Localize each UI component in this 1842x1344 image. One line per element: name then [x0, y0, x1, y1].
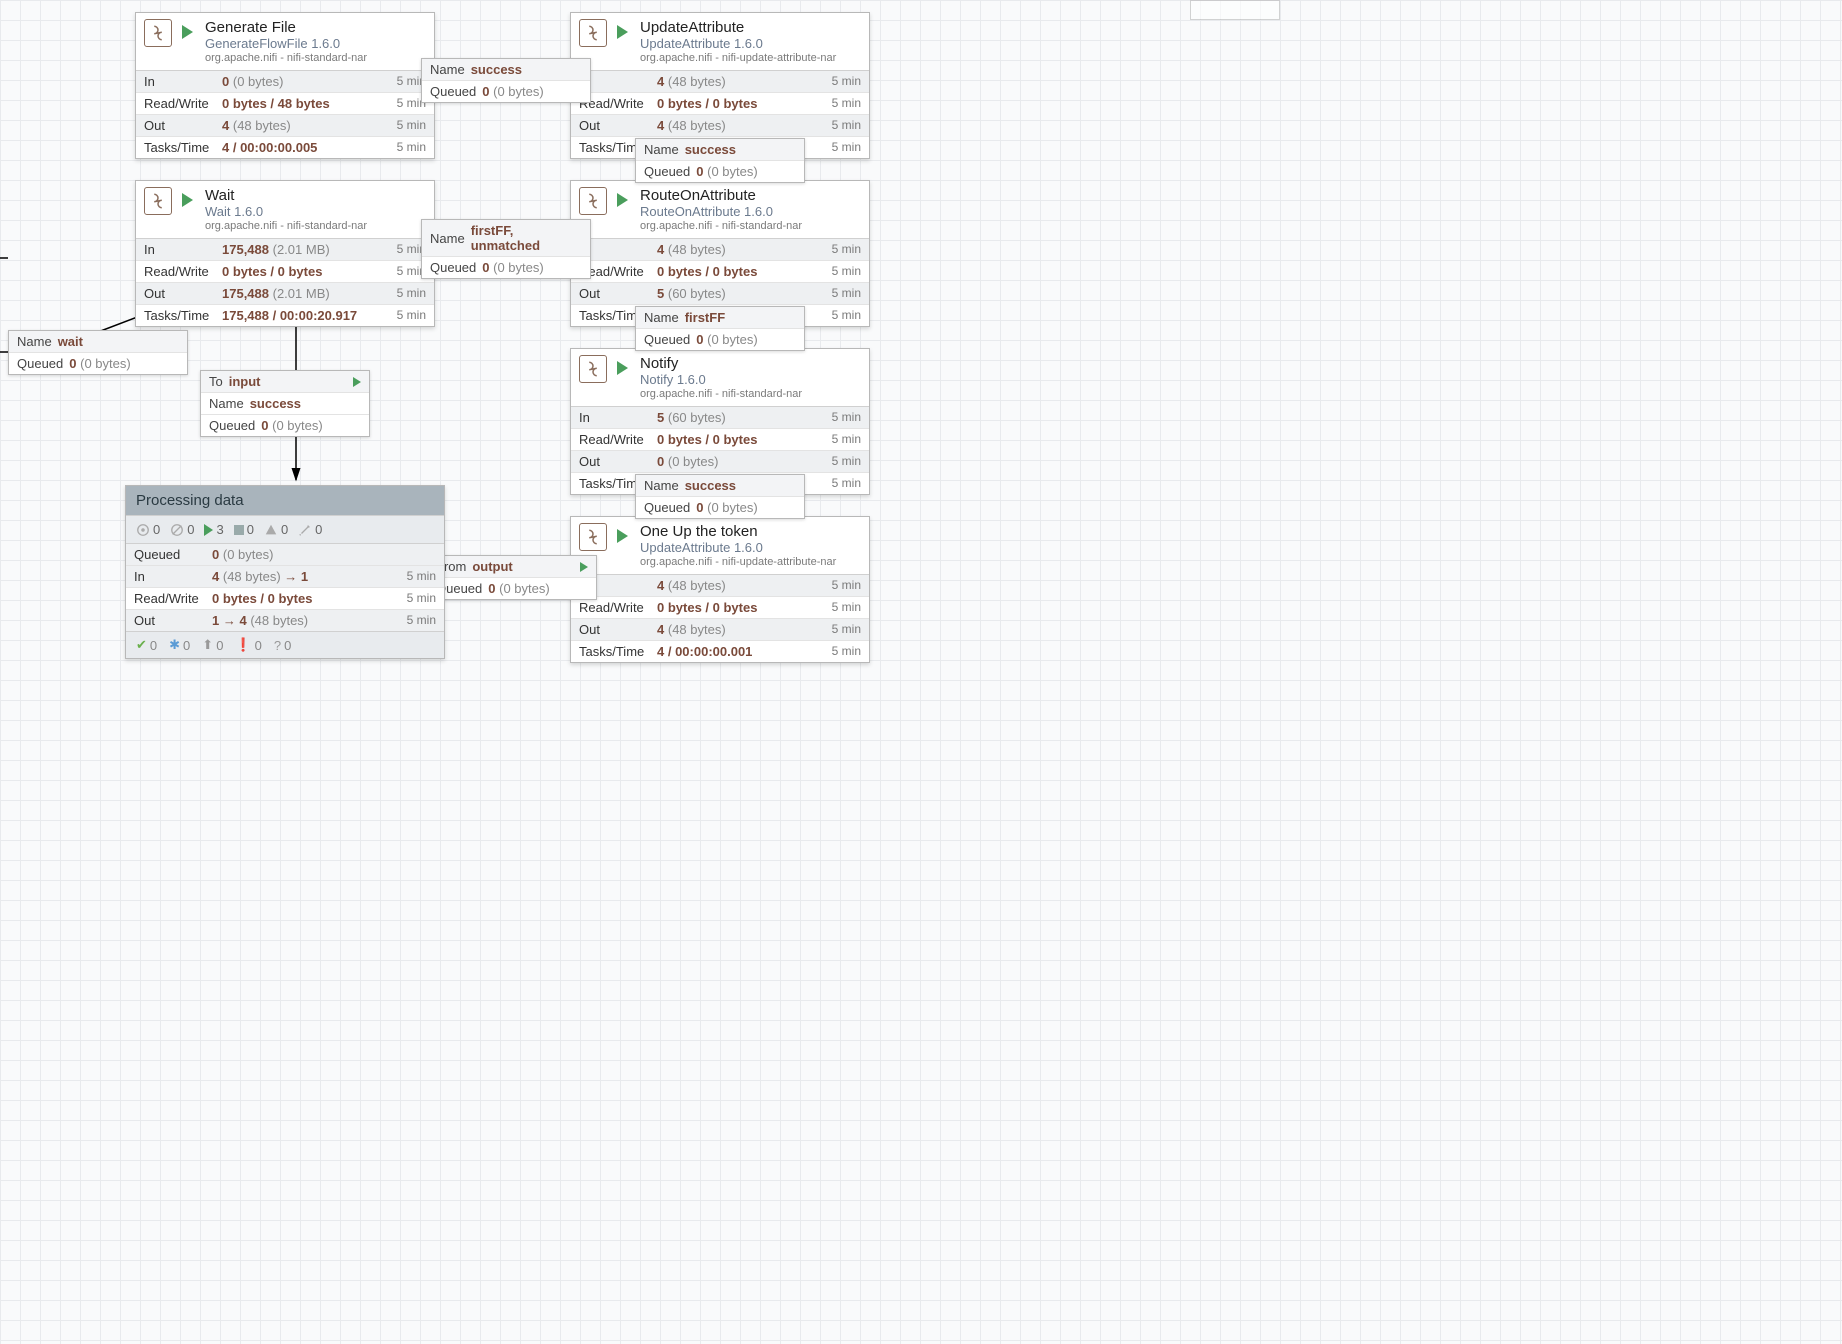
- processor-type: GenerateFlowFile 1.6.0: [205, 36, 426, 51]
- processor-icon: [579, 355, 607, 383]
- stat-rw-label: Read/Write: [144, 96, 222, 111]
- connection-notify-success[interactable]: Namesuccess Queued0 (0 bytes): [635, 474, 805, 519]
- processor-icon: [579, 187, 607, 215]
- invalid-icon: [264, 523, 278, 537]
- stat-out-label: Out: [144, 118, 222, 133]
- stat-in-value: 0: [222, 74, 229, 89]
- running-icon: [204, 524, 213, 536]
- processor-name: One Up the token: [640, 523, 861, 540]
- connection-to-input[interactable]: Toinput Namesuccess Queued0 (0 bytes): [200, 370, 370, 437]
- processor-bundle: org.apache.nifi - nifi-standard-nar: [640, 220, 861, 232]
- stat-in-label: In: [144, 74, 222, 89]
- processor-bundle: org.apache.nifi - nifi-standard-nar: [205, 220, 426, 232]
- processor-type: Notify 1.6.0: [640, 372, 861, 387]
- processor-icon: [579, 19, 607, 47]
- processor-type: UpdateAttribute 1.6.0: [640, 540, 861, 555]
- connection-wait[interactable]: Namewait Queued0 (0 bytes): [8, 330, 188, 375]
- processor-icon: [144, 19, 172, 47]
- check-icon: ✔: [136, 637, 147, 653]
- processor-name: Generate File: [205, 19, 426, 36]
- processor-wait[interactable]: Wait Wait 1.6.0 org.apache.nifi - nifi-s…: [135, 180, 435, 327]
- process-group-processing-data[interactable]: Processing data 0 0 3 0 0 0 Queued0 (0 b…: [125, 485, 445, 659]
- asterisk-icon: ✱: [169, 637, 180, 653]
- processor-notify[interactable]: Notify Notify 1.6.0 org.apache.nifi - ni…: [570, 348, 870, 495]
- up-arrow-icon: ⬆: [202, 637, 213, 653]
- group-status-bar: 0 0 3 0 0 0: [126, 515, 444, 544]
- transmitting-icon: [136, 523, 150, 537]
- run-state-icon: [617, 361, 628, 375]
- disabled-icon: [298, 523, 312, 537]
- port-run-icon: [353, 377, 361, 387]
- processor-bundle: org.apache.nifi - nifi-update-attribute-…: [640, 52, 861, 64]
- processor-name: RouteOnAttribute: [640, 187, 861, 204]
- question-icon: ?: [274, 638, 281, 653]
- not-transmitting-icon: [170, 523, 184, 537]
- processor-icon: [579, 523, 607, 551]
- processor-icon: [144, 187, 172, 215]
- run-state-icon: [617, 25, 628, 39]
- processor-one-up-token[interactable]: One Up the token UpdateAttribute 1.6.0 o…: [570, 516, 870, 663]
- processor-bundle: org.apache.nifi - nifi-standard-nar: [640, 388, 861, 400]
- stat-tt-value: 4 / 00:00:00.005: [222, 140, 317, 155]
- connection-upd-success[interactable]: Namesuccess Queued0 (0 bytes): [635, 138, 805, 183]
- stat-tt-label: Tasks/Time: [144, 140, 222, 155]
- exclaim-icon: ❗: [235, 637, 251, 653]
- connection-firstff-unmatched[interactable]: NamefirstFF, unmatched Queued0 (0 bytes): [421, 219, 591, 279]
- processor-route-on-attribute[interactable]: RouteOnAttribute RouteOnAttribute 1.6.0 …: [570, 180, 870, 327]
- processor-name: Notify: [640, 355, 861, 372]
- processor-update-attribute[interactable]: UpdateAttribute UpdateAttribute 1.6.0 or…: [570, 12, 870, 159]
- port-run-icon: [580, 562, 588, 572]
- connection-from-output[interactable]: Fromoutput Queued0 (0 bytes): [427, 555, 597, 600]
- processor-type: Wait 1.6.0: [205, 204, 426, 219]
- group-version-footer: ✔0 ✱0 ⬆0 ❗0 ?0: [126, 631, 444, 658]
- processor-type: UpdateAttribute 1.6.0: [640, 36, 861, 51]
- processor-generate-file[interactable]: Generate File GenerateFlowFile 1.6.0 org…: [135, 12, 435, 159]
- stat-rw-value: 0 bytes / 48 bytes: [222, 96, 330, 111]
- stopped-icon: [234, 525, 244, 535]
- connection-firstff[interactable]: NamefirstFF Queued0 (0 bytes): [635, 306, 805, 351]
- run-state-icon: [617, 193, 628, 207]
- stat-out-value: 4: [222, 118, 229, 133]
- processor-bundle: org.apache.nifi - nifi-update-attribute-…: [640, 556, 861, 568]
- birdseye-nav-fragment[interactable]: [1190, 0, 1280, 20]
- processor-name: UpdateAttribute: [640, 19, 861, 36]
- processor-type: RouteOnAttribute 1.6.0: [640, 204, 861, 219]
- run-state-icon: [182, 193, 193, 207]
- processor-bundle: org.apache.nifi - nifi-standard-nar: [205, 52, 426, 64]
- processor-name: Wait: [205, 187, 426, 204]
- connection-gen-success[interactable]: Namesuccess Queued0 (0 bytes): [421, 58, 591, 103]
- group-title: Processing data: [126, 486, 444, 515]
- run-state-icon: [182, 25, 193, 39]
- run-state-icon: [617, 529, 628, 543]
